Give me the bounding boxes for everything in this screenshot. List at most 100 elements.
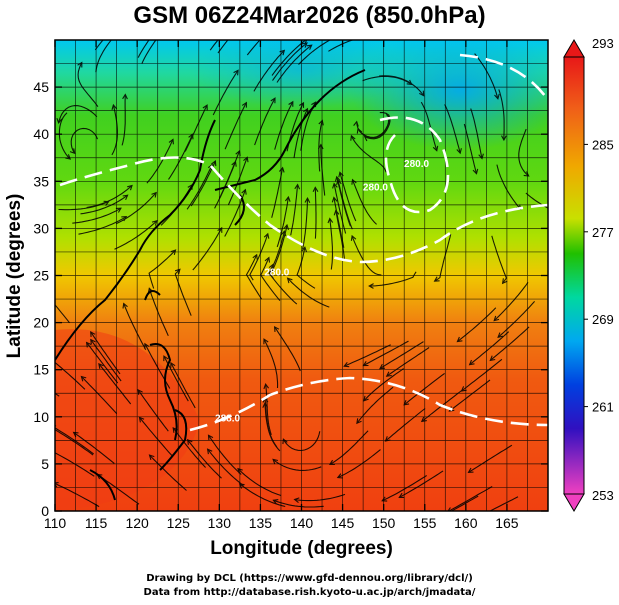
contour-labels: 280.0 280.0 280.0 288.0 [215,159,429,424]
streamline [141,40,157,64]
streamline [148,288,169,337]
streamline [274,326,301,372]
streamline [86,342,119,384]
streamline-arrowhead [126,13,131,18]
streamline-arrowhead [304,197,311,203]
streamline-arrowhead [127,184,133,191]
streamline [333,197,345,248]
streamline [268,231,285,279]
streamline [270,224,288,274]
colorbar-label: 253 [592,488,614,503]
streamline-arrowhead [122,194,129,201]
streamline-arrowhead [333,209,340,216]
streamline-arrowhead [217,226,223,233]
streamline-arrowhead [494,93,500,100]
streamline [286,102,304,152]
streamline [207,448,244,487]
streamline-arrowhead [187,183,193,190]
streamline-arrowhead [493,315,500,322]
streamline-arrowhead [80,375,87,382]
streamline-arrowhead [77,61,83,68]
streamline-arrowhead [286,277,293,284]
streamline-arrowhead [335,35,340,39]
streamline [496,164,522,210]
streamline [55,304,70,324]
streamline [170,362,196,409]
streamline [491,235,508,284]
streamline [468,444,513,473]
streamline [212,69,239,116]
colorbar-bottom-arrow [563,493,585,512]
streamline [123,303,147,350]
streamline-arrowhead [301,42,308,48]
streamline [114,220,158,250]
streamline-arrowhead [148,454,155,461]
credit-drawing: Drawing by DCL (https://www.gfd-dennou.o… [146,573,473,584]
streamline-arrowhead [489,355,496,362]
streamline-arrowhead [90,331,96,337]
streamline [329,218,334,270]
streamline-arrowhead [311,101,317,108]
streamline [489,326,530,361]
streamline [381,475,427,502]
streamline [282,431,321,452]
colorbar-label: 293 [592,36,614,51]
streamline-arrowhead [36,284,41,289]
streamline-arrowhead [164,17,169,22]
streamline-arrowhead [174,268,181,275]
streamline-arrowhead [85,341,92,348]
streamline-arrowhead [252,253,258,260]
x-tick-label: 160 [454,515,478,531]
streamline-arrowhead [188,133,194,140]
streamline [335,210,346,261]
streamline-arrowhead [398,492,405,498]
streamline-arrowhead [211,160,217,167]
y-tick-label: 45 [33,79,49,95]
streamline-arrowhead [270,97,276,104]
streamline [263,338,279,389]
colorbar-label: 277 [592,225,614,240]
x-tick-label: 165 [495,515,519,531]
streamline-arrowhead [206,448,213,455]
streamline [95,40,112,73]
streamline-arrowhead [98,363,104,369]
streamline-arrowhead [166,3,171,8]
streamline-arrowhead [294,183,301,190]
streamline-arrowhead [278,18,283,23]
streamline [274,101,294,150]
streamline-arrowhead [46,356,51,361]
streamline-arrowhead [338,171,344,178]
streamline [273,499,324,508]
x-tick-label: 145 [331,515,355,531]
x-tick-label: 115 [85,515,108,531]
grid-lines [55,40,548,511]
streamline [237,468,282,497]
streamline [447,486,493,511]
streamline [386,347,430,377]
streamline [163,355,189,402]
streamline-arrowhead [318,119,324,126]
x-tick-label: 140 [290,515,314,531]
streamline [55,427,95,455]
streamline [224,102,247,150]
streamline-arrowhead [111,103,118,110]
streamline [80,194,128,215]
streamline [444,104,461,154]
streamline [463,123,478,174]
streamline [217,40,229,54]
streamline [271,40,307,76]
streamline-arrowhead [328,459,335,466]
streamline [356,386,394,424]
y-tick-label: 35 [33,173,49,189]
streamline-arrowhead [501,135,507,142]
streamline-arrowhead [501,278,508,285]
streamline [208,434,242,475]
streamline [249,233,269,281]
streamline [172,427,206,468]
streamline [461,358,503,392]
streamline [364,112,391,140]
streamline [272,458,322,471]
streamline [298,40,332,65]
streamline-arrowhead [151,191,157,198]
streamline-arrowhead [353,120,359,127]
